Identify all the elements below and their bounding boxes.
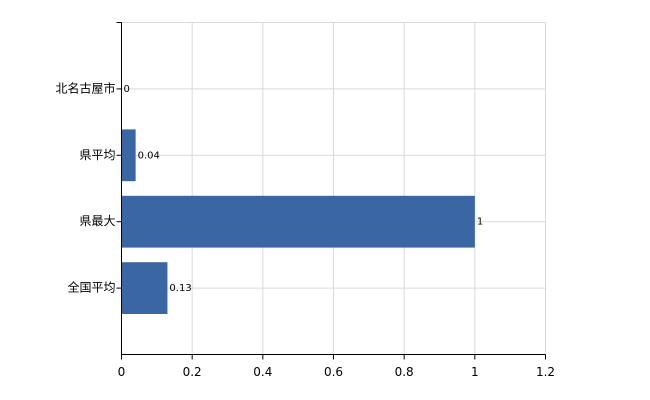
x-tick-label: 0 [118,365,126,379]
y-tick-label: 県最大 [79,214,115,228]
y-tick-label: 全国平均 [67,280,115,295]
bar [121,129,136,182]
bar [121,262,168,314]
bar [121,195,475,248]
y-tick-label: 県平均 [79,148,115,162]
value-label: 0.13 [169,283,191,294]
x-tick-label: 1 [471,365,479,379]
x-tick-label: 1.2 [536,365,555,379]
x-tick-label: 0.4 [253,365,272,379]
x-tick-label: 0.6 [324,365,343,379]
x-tick-label: 0.2 [183,365,202,379]
value-label: 0 [124,84,130,95]
value-label: 1 [477,217,483,228]
y-tick-label: 北名古屋市 [55,80,115,95]
x-tick-label: 0.8 [395,365,414,379]
value-label: 0.04 [138,150,160,161]
